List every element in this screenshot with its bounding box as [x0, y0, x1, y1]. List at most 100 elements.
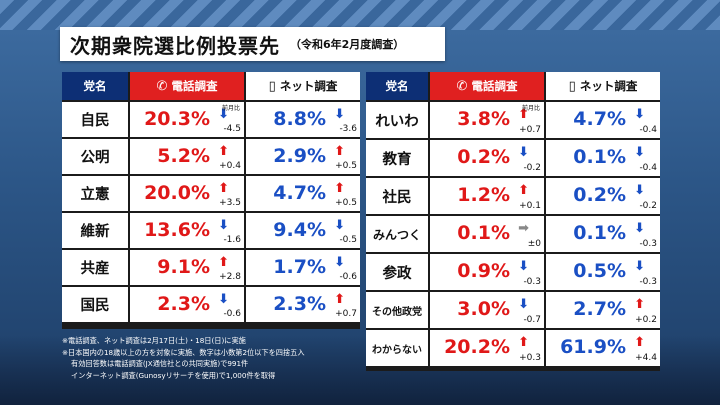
- page-title: 次期衆院選比例投票先: [70, 33, 280, 58]
- down-arrow-icon: ⬇: [634, 221, 645, 236]
- down-arrow-icon: ⬇: [518, 145, 529, 160]
- party-name-cell: 維新: [62, 213, 128, 248]
- party-name-cell: 立憲: [62, 176, 128, 211]
- header-net-label: ネット調査: [579, 79, 638, 93]
- party-name-cell: 教育: [366, 140, 428, 176]
- net-delta: -0.6: [339, 272, 357, 282]
- phone-cell: 3.0% ⬇ -0.7: [430, 292, 544, 328]
- party-name-cell: 社民: [366, 178, 428, 214]
- phone-value: 3.8%: [457, 108, 510, 131]
- phone-cell: 5.2% ⬆ +0.4: [130, 139, 244, 174]
- phone-cell: 0.9% ⬇ -0.3: [430, 254, 544, 290]
- phone-delta: -0.7: [523, 315, 541, 325]
- phone-value: 9.1%: [157, 255, 210, 278]
- phone-icon: ✆: [456, 78, 468, 94]
- net-value: 0.5%: [573, 260, 626, 283]
- net-value: 2.3%: [273, 292, 326, 315]
- phone-icon: ✆: [156, 78, 168, 94]
- net-cell: 0.1% ⬇ -0.3: [546, 216, 660, 252]
- up-arrow-icon: ⬆: [334, 181, 345, 196]
- up-arrow-icon: ⬆: [634, 335, 645, 350]
- phone-cell: 0.1% ➡ ±0: [430, 216, 544, 252]
- up-arrow-icon: ⬆: [634, 297, 645, 312]
- phone-value: 20.0%: [144, 181, 210, 204]
- party-name: その他政党: [372, 306, 422, 318]
- phone-value: 0.2%: [457, 146, 510, 169]
- smartphone-icon: ▯: [268, 78, 276, 94]
- net-cell: 4.7% ⬆ +0.5: [246, 176, 360, 211]
- party-name: 国民: [80, 298, 110, 314]
- net-delta: -0.3: [639, 277, 657, 287]
- phone-cell: 9.1% ⬆ +2.8: [130, 250, 244, 285]
- phone-delta: +0.1: [519, 201, 541, 211]
- title-box: 次期衆院選比例投票先 （令和6年2月度調査）: [60, 27, 445, 61]
- party-name: 公明: [80, 150, 110, 166]
- net-value: 9.4%: [273, 218, 326, 241]
- phone-cell: 20.0% ⬆ +3.5: [130, 176, 244, 211]
- party-name-cell: 参政: [366, 254, 428, 290]
- phone-delta: +3.5: [219, 198, 241, 208]
- up-arrow-icon: ⬆: [218, 181, 229, 196]
- phone-value: 1.2%: [457, 184, 510, 207]
- up-arrow-icon: ⬆: [518, 107, 529, 122]
- phone-delta: -4.5: [223, 124, 241, 134]
- right-arrow-icon: ➡: [518, 221, 529, 236]
- phone-cell: 20.2% ⬆ +0.3: [430, 330, 544, 366]
- left-table: 党名 ✆ 電話調査 ▯ ネット調査 自民 20.3% ⬇ -4.5 前月比 8.8% ⬇ -3.6 公明 5…: [62, 72, 360, 329]
- footnote-line: インターネット調査(Gunosyリサーチを使用)で1,000件を取得: [71, 370, 276, 380]
- party-name-cell: 国民: [62, 287, 128, 322]
- phone-cell: 3.8% ⬆ +0.7 前月比: [430, 102, 544, 138]
- down-arrow-icon: ⬇: [634, 259, 645, 274]
- phone-cell: 0.2% ⬇ -0.2: [430, 140, 544, 176]
- party-name-cell: みんつく: [366, 216, 428, 252]
- net-delta: -0.4: [639, 163, 657, 173]
- phone-value: 20.2%: [444, 336, 510, 359]
- net-cell: 1.7% ⬇ -0.6: [246, 250, 360, 285]
- up-arrow-icon: ⬆: [334, 144, 345, 159]
- up-arrow-icon: ⬆: [218, 144, 229, 159]
- phone-value: 0.9%: [457, 260, 510, 283]
- right-table: 党名 ✆ 電話調査 ▯ ネット調査 れいわ 3.8% ⬆ +0.7 前月比 4.7% ⬇ -0.4 教育 0…: [366, 72, 660, 371]
- party-name: 維新: [80, 224, 110, 240]
- party-name: れいわ: [375, 113, 419, 130]
- net-delta: +0.5: [335, 198, 357, 208]
- background-stripes: [0, 0, 720, 30]
- net-delta: -0.4: [639, 125, 657, 135]
- phone-delta: +0.7: [519, 125, 541, 135]
- net-delta: -0.3: [639, 239, 657, 249]
- net-value: 0.1%: [573, 222, 626, 245]
- up-arrow-icon: ⬆: [518, 335, 529, 350]
- down-arrow-icon: ⬇: [218, 218, 229, 233]
- party-name-cell: 自民: [62, 102, 128, 137]
- net-cell: 2.7% ⬆ +0.2: [546, 292, 660, 328]
- down-arrow-icon: ⬇: [218, 292, 229, 307]
- party-name: みんつく: [372, 227, 421, 242]
- header-party-label: 党名: [83, 79, 107, 93]
- party-name: 社民: [382, 189, 412, 206]
- party-name-cell: れいわ: [366, 102, 428, 138]
- net-value: 61.9%: [560, 336, 626, 359]
- net-delta: +0.7: [335, 309, 357, 319]
- down-arrow-icon: ⬇: [518, 297, 529, 312]
- header-party: 党名: [62, 72, 128, 100]
- party-name-cell: その他政党: [366, 292, 428, 328]
- phone-cell: 1.2% ⬆ +0.1: [430, 178, 544, 214]
- phone-value: 20.3%: [144, 107, 210, 130]
- header-net-label: ネット調査: [279, 79, 338, 93]
- party-name-cell: 公明: [62, 139, 128, 174]
- net-cell: 0.1% ⬇ -0.4: [546, 140, 660, 176]
- net-cell: 0.2% ⬇ -0.2: [546, 178, 660, 214]
- phone-delta: +0.4: [219, 161, 241, 171]
- net-value: 0.2%: [573, 184, 626, 207]
- phone-delta: ±0: [527, 239, 541, 249]
- down-arrow-icon: ⬇: [218, 107, 229, 122]
- down-arrow-icon: ⬇: [634, 183, 645, 198]
- phone-cell: 20.3% ⬇ -4.5 前月比: [130, 102, 244, 137]
- phone-delta: +0.3: [519, 353, 541, 363]
- prev-month-label: 前月比: [521, 105, 540, 112]
- prev-month-label: 前月比: [221, 105, 240, 112]
- down-arrow-icon: ⬇: [634, 145, 645, 160]
- net-cell: 2.3% ⬆ +0.7: [246, 287, 360, 322]
- phone-delta: -1.6: [223, 235, 241, 245]
- footnote-line: ※日本国内の18歳以上の方を対象に実施、数字は小数第2位以下を四捨五入: [62, 347, 305, 357]
